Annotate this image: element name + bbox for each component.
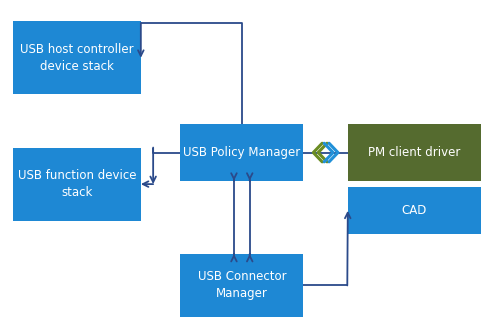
Text: USB host controller
device stack: USB host controller device stack	[20, 43, 134, 73]
Text: USB Policy Manager: USB Policy Manager	[183, 146, 301, 159]
Text: USB function device
stack: USB function device stack	[17, 169, 136, 199]
FancyBboxPatch shape	[180, 254, 304, 317]
Text: CAD: CAD	[402, 204, 427, 217]
FancyBboxPatch shape	[348, 188, 481, 234]
Text: USB Connector
Manager: USB Connector Manager	[197, 270, 286, 300]
Text: PM client driver: PM client driver	[368, 146, 461, 159]
FancyBboxPatch shape	[13, 147, 141, 221]
FancyBboxPatch shape	[13, 21, 141, 94]
FancyBboxPatch shape	[180, 124, 304, 181]
FancyBboxPatch shape	[348, 124, 481, 181]
